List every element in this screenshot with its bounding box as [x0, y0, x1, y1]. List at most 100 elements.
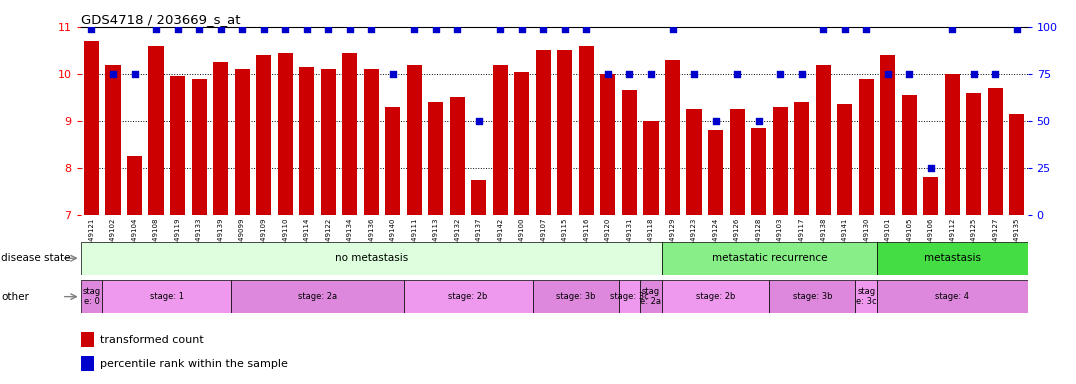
Bar — [493, 65, 508, 215]
Bar — [536, 50, 551, 215]
Text: stag
e: 0: stag e: 0 — [83, 287, 100, 306]
Bar — [902, 95, 917, 215]
Bar — [102, 280, 231, 313]
Bar — [450, 98, 465, 215]
Bar — [514, 71, 529, 215]
Point — [190, 26, 208, 32]
Point — [233, 26, 251, 32]
Point — [987, 71, 1004, 77]
Bar — [579, 46, 594, 215]
Bar — [945, 74, 960, 215]
Text: stage: 3b: stage: 3b — [556, 292, 595, 301]
Text: no metastasis: no metastasis — [335, 253, 408, 263]
Bar — [880, 55, 895, 215]
Bar — [643, 121, 659, 215]
Point — [750, 118, 767, 124]
Point — [707, 118, 724, 124]
Point — [169, 26, 186, 32]
Point — [599, 71, 617, 77]
Point — [535, 26, 552, 32]
Text: stag
e: 2a: stag e: 2a — [640, 287, 662, 306]
Point — [728, 71, 746, 77]
Bar — [235, 69, 250, 215]
Bar — [816, 65, 831, 215]
Point — [664, 26, 681, 32]
Point — [363, 26, 380, 32]
Bar — [859, 79, 874, 215]
Point — [944, 26, 961, 32]
Text: stage: 2a: stage: 2a — [298, 292, 337, 301]
Bar — [81, 333, 95, 348]
Bar — [299, 67, 314, 215]
Text: other: other — [1, 291, 29, 302]
Bar — [923, 177, 938, 215]
Bar — [105, 65, 121, 215]
Point — [815, 26, 832, 32]
Bar — [533, 280, 619, 313]
Point — [126, 71, 143, 77]
Point — [578, 26, 595, 32]
Bar — [278, 53, 293, 215]
Point — [685, 71, 703, 77]
Bar — [619, 280, 640, 313]
Point — [858, 26, 875, 32]
Bar — [428, 102, 443, 215]
Text: stage: 1: stage: 1 — [150, 292, 184, 301]
Bar — [794, 102, 809, 215]
Text: stag
e: 3c: stag e: 3c — [855, 287, 877, 306]
Point — [771, 71, 789, 77]
Bar — [708, 130, 723, 215]
Point — [255, 26, 272, 32]
Bar — [385, 107, 400, 215]
Point — [621, 71, 638, 77]
Bar — [837, 104, 852, 215]
Point — [470, 118, 487, 124]
Text: stage: 3b: stage: 3b — [793, 292, 832, 301]
Point — [1008, 26, 1025, 32]
Point — [277, 26, 294, 32]
Bar — [662, 280, 769, 313]
Bar — [81, 356, 95, 371]
Bar — [148, 46, 164, 215]
Point — [298, 26, 315, 32]
Text: stage: 2b: stage: 2b — [449, 292, 487, 301]
Bar — [84, 41, 99, 215]
Point — [449, 26, 466, 32]
Point — [320, 26, 337, 32]
Text: GDS4718 / 203669_s_at: GDS4718 / 203669_s_at — [81, 13, 240, 26]
Text: stage: 3c: stage: 3c — [610, 292, 649, 301]
Bar — [600, 74, 615, 215]
Bar — [877, 280, 1028, 313]
Bar — [192, 79, 207, 215]
Bar — [342, 53, 357, 215]
Bar — [730, 109, 745, 215]
Bar — [407, 65, 422, 215]
Bar — [640, 280, 662, 313]
Point — [901, 71, 918, 77]
Point — [879, 71, 896, 77]
Point — [104, 71, 122, 77]
Text: metastasis: metastasis — [924, 253, 980, 263]
Bar — [751, 128, 766, 215]
Bar — [662, 242, 877, 275]
Bar — [665, 60, 680, 215]
Bar — [622, 90, 637, 215]
Text: disease state: disease state — [1, 253, 71, 263]
Bar — [1009, 114, 1024, 215]
Bar — [686, 109, 702, 215]
Bar — [170, 76, 185, 215]
Point — [406, 26, 423, 32]
Text: metastatic recurrence: metastatic recurrence — [711, 253, 827, 263]
Text: stage: 4: stage: 4 — [935, 292, 969, 301]
Text: stage: 2b: stage: 2b — [696, 292, 735, 301]
Bar — [773, 107, 788, 215]
Point — [922, 165, 939, 171]
Text: percentile rank within the sample: percentile rank within the sample — [99, 359, 287, 369]
Bar — [471, 180, 486, 215]
Point — [384, 71, 401, 77]
Bar — [404, 280, 533, 313]
Bar — [81, 280, 102, 313]
Bar — [769, 280, 855, 313]
Bar — [877, 242, 1028, 275]
Point — [513, 26, 530, 32]
